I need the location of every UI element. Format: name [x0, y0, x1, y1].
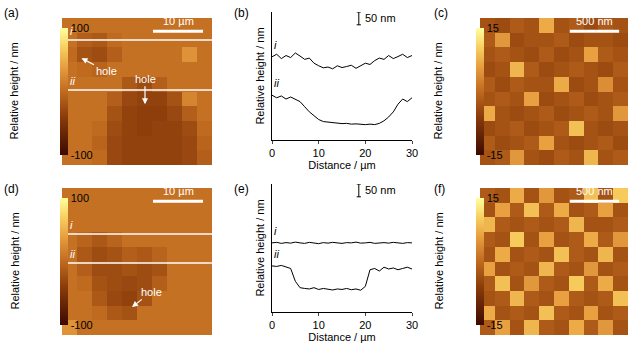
- svg-text:Relative height / nm: Relative height / nm: [432, 42, 444, 139]
- svg-text:500 nm: 500 nm: [576, 15, 613, 27]
- svg-text:i: i: [70, 25, 73, 37]
- svg-text:-15: -15: [487, 319, 503, 331]
- svg-text:ii: ii: [274, 77, 279, 89]
- svg-text:Relative height / nm: Relative height / nm: [254, 27, 266, 124]
- svg-text:10: 10: [313, 147, 325, 159]
- svg-text:0: 0: [269, 147, 275, 159]
- svg-text:ii: ii: [70, 75, 75, 87]
- svg-text:50 nm: 50 nm: [365, 184, 396, 196]
- svg-text:Distance / µm: Distance / µm: [308, 331, 375, 343]
- svg-text:i: i: [274, 39, 277, 51]
- svg-text:Relative height / nm: Relative height / nm: [433, 212, 445, 309]
- svg-text:10 µm: 10 µm: [163, 185, 194, 197]
- svg-text:i: i: [70, 219, 73, 231]
- svg-text:10: 10: [313, 319, 325, 331]
- svg-text:Relative height / nm: Relative height / nm: [254, 199, 266, 296]
- svg-text:hole: hole: [135, 73, 156, 85]
- svg-text:hole: hole: [96, 65, 117, 77]
- svg-text:i: i: [274, 225, 277, 237]
- svg-text:(c): (c): [434, 6, 448, 20]
- svg-text:20: 20: [359, 319, 371, 331]
- svg-text:Relative height / nm: Relative height / nm: [8, 42, 20, 139]
- svg-text:-15: -15: [487, 149, 503, 161]
- svg-text:hole: hole: [141, 286, 162, 298]
- svg-text:ii: ii: [274, 248, 279, 260]
- svg-text:500 nm: 500 nm: [576, 185, 613, 197]
- svg-text:100: 100: [71, 192, 89, 204]
- svg-text:Relative height / nm: Relative height / nm: [9, 212, 21, 309]
- svg-text:100: 100: [71, 22, 89, 34]
- svg-text:10 µm: 10 µm: [163, 15, 194, 27]
- svg-text:(a): (a): [4, 6, 19, 20]
- svg-text:Distance / µm: Distance / µm: [308, 159, 375, 171]
- svg-text:-100: -100: [71, 149, 93, 161]
- svg-text:15: 15: [487, 22, 499, 34]
- svg-text:20: 20: [359, 147, 371, 159]
- svg-text:15: 15: [487, 192, 499, 204]
- svg-text:50 nm: 50 nm: [365, 12, 396, 24]
- svg-text:(d): (d): [4, 182, 19, 196]
- svg-text:30: 30: [406, 147, 418, 159]
- svg-text:ii: ii: [70, 248, 75, 260]
- svg-text:0: 0: [269, 319, 275, 331]
- svg-text:(e): (e): [234, 182, 249, 196]
- svg-text:30: 30: [406, 319, 418, 331]
- svg-text:(f): (f): [434, 182, 445, 196]
- svg-text:(b): (b): [234, 6, 249, 20]
- svg-text:-100: -100: [71, 319, 93, 331]
